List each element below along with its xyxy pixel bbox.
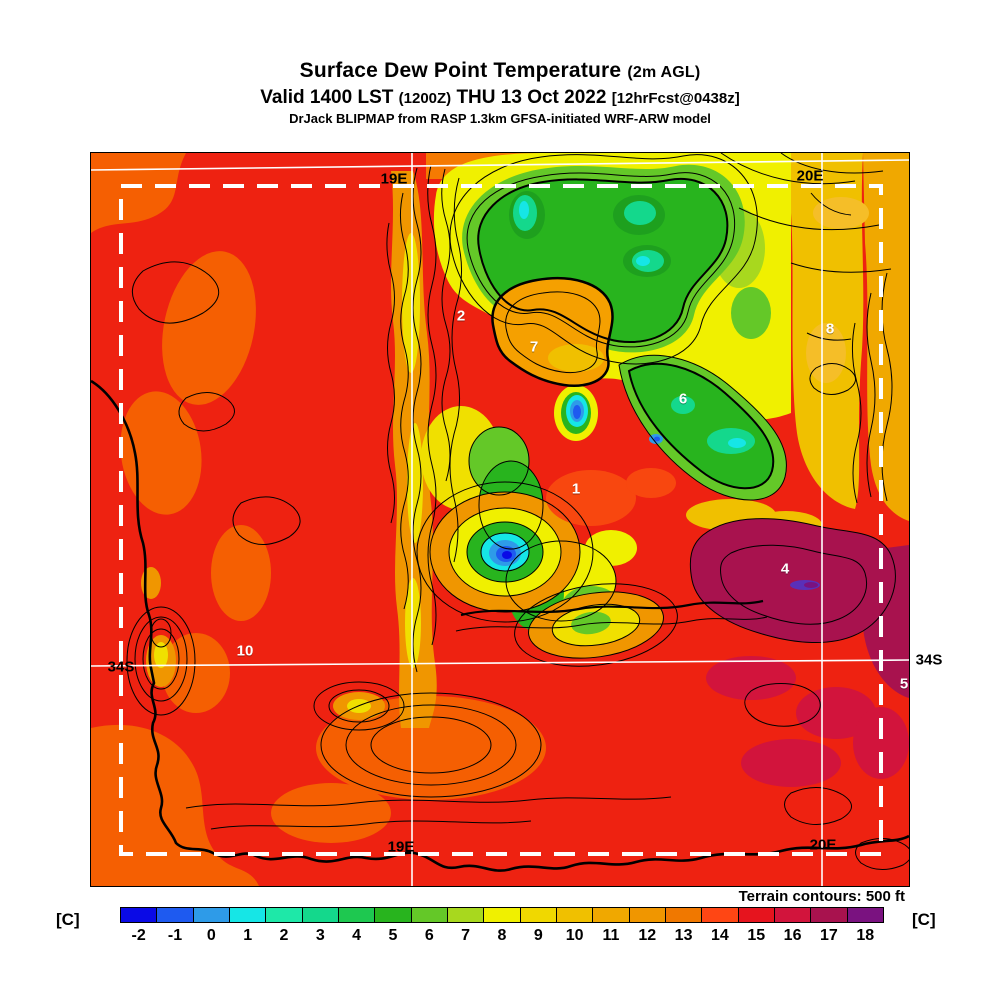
colorbar-tick: 2 [279, 927, 289, 944]
terrain-contours [126, 153, 909, 870]
colorbar-tick: 10 [565, 927, 584, 944]
title-main: Surface Dew Point Temperature [299, 59, 622, 82]
colorbar-segment: 12 [629, 907, 666, 944]
colorbar-tick: 0 [206, 927, 216, 944]
colorbar-tick: 15 [747, 927, 766, 944]
colorbar-segment: 7 [447, 907, 485, 944]
colorbar-tick: 12 [638, 927, 657, 944]
colorbar-tick: 3 [315, 927, 325, 944]
colorbar-tick: 7 [461, 927, 471, 944]
dewpoint-map-svg [91, 153, 909, 886]
colorbar-tick: 1 [243, 927, 253, 944]
colorbar-segment: 18 [847, 907, 884, 944]
colorbar-tick: 17 [819, 927, 838, 944]
valid-zulu: (1200Z) [398, 90, 452, 108]
forecast-offset: [12hrFcst@0438z] [611, 90, 740, 108]
dewpoint-field [91, 153, 909, 886]
valid-date: THU 13 Oct 2022 [456, 87, 607, 109]
grid-label: 34S [915, 651, 943, 669]
colorbar-tick: 5 [388, 927, 398, 944]
colorbar-segment: 13 [665, 907, 703, 944]
model-line: DrJack BLIPMAP from RASP 1.3km GFSA-init… [289, 111, 711, 126]
colorbar-tick: 8 [497, 927, 507, 944]
parallel-34s [91, 659, 909, 667]
colorbar-segment: -2 [120, 907, 158, 944]
colorbar-segment: 17 [811, 907, 848, 944]
colorbar-unit-left: [C] [56, 910, 80, 929]
valid-time: Valid 1400 LST [260, 87, 394, 109]
colorbar-tick: -2 [131, 927, 146, 944]
colorbar-tick: 4 [352, 927, 362, 944]
thick-contours [460, 177, 775, 617]
colorbar-segment: 3 [302, 907, 339, 944]
colorbar-tick: 16 [783, 927, 802, 944]
colorbar-segment: 16 [774, 907, 812, 944]
colorbar-segment: -1 [157, 907, 194, 944]
colorbar-tick: 9 [533, 927, 543, 944]
page-title: Surface Dew Point Temperature (2m AGL) [0, 58, 1000, 84]
colorbar-segment: 9 [520, 907, 557, 944]
colorbar-segment: 8 [484, 907, 521, 944]
colorbar-segment: 5 [375, 907, 412, 944]
colorbar-segment: 10 [556, 907, 594, 944]
title-block: Surface Dew Point Temperature (2m AGL) V… [0, 58, 1000, 127]
valid-time-line: Valid 1400 LST (1200Z) THU 13 Oct 2022 [… [0, 86, 1000, 110]
colorbar-segment: 0 [193, 907, 230, 944]
colorbar-tick: 13 [674, 927, 693, 944]
colorbar-tick: -1 [167, 927, 183, 944]
colorbar-segment: 6 [411, 907, 448, 944]
coastline [91, 379, 909, 872]
colorbar-tick: 18 [856, 927, 875, 944]
forecast-map [90, 152, 910, 887]
colorbar-segment: 11 [593, 907, 630, 944]
colorbar-segment: 2 [266, 907, 303, 944]
graticule-lines [91, 153, 909, 886]
colorbar-tick: 14 [711, 927, 729, 944]
colorbar-segment: 1 [229, 907, 267, 944]
colorbar-segment: 4 [338, 907, 376, 944]
colorbar-segment: 14 [702, 907, 739, 944]
colorbar-segment: 15 [738, 907, 775, 944]
colorbar: -2 -1 0 1 2 3 4 5 6 7 8 9 10 11 12 13 14 15 16 17 18 [120, 907, 884, 944]
colorbar-tick: 6 [424, 927, 434, 944]
terrain-contours-note: Terrain contours: 500 ft [738, 888, 905, 905]
colorbar-unit-right: [C] [912, 910, 936, 929]
parallel-north [91, 159, 909, 171]
colorbar-tick: 11 [602, 927, 620, 944]
domain-boundary-dashed [119, 184, 883, 856]
title-agl: (2m AGL) [627, 64, 701, 81]
